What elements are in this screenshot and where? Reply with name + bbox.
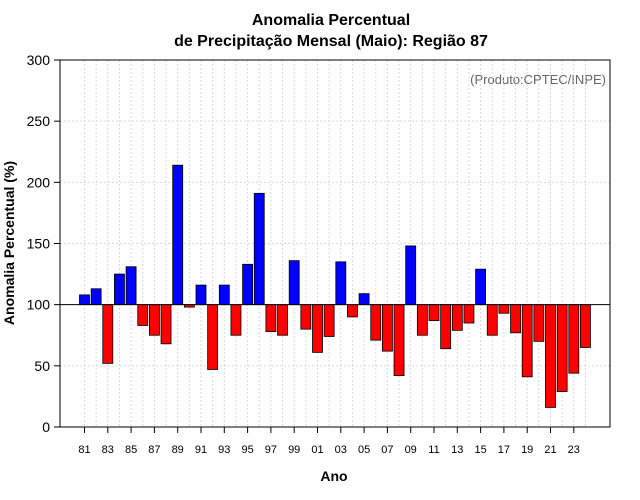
bar-08 <box>393 304 405 377</box>
x-tick-label: 81 <box>78 444 90 456</box>
y-tick-label: 200 <box>27 174 51 190</box>
bar-83 <box>102 304 114 364</box>
bar-04 <box>347 304 358 318</box>
x-tick-label: 01 <box>311 444 323 456</box>
chart-title-line1: Anomalia Percentual <box>252 12 410 29</box>
bar-13 <box>451 304 463 331</box>
bar-18 <box>510 304 521 334</box>
x-tick-label: 15 <box>474 444 486 456</box>
x-tick-label: 89 <box>172 444 184 456</box>
y-tick-label: 100 <box>27 297 51 313</box>
bar-89 <box>172 164 184 306</box>
x-tick-label: 97 <box>265 444 277 456</box>
y-tick-label: 250 <box>27 113 51 129</box>
x-tick-label: 87 <box>148 444 160 456</box>
bar-20 <box>533 304 545 342</box>
source-annotation: (Produto:CPTEC/INPE) <box>470 72 606 87</box>
x-tick-label: 11 <box>428 444 439 456</box>
bar-07 <box>381 304 393 352</box>
y-tick-label: 150 <box>27 236 51 252</box>
x-tick-label: 21 <box>544 444 556 456</box>
x-tick-label: 03 <box>335 444 347 456</box>
bar-84 <box>114 273 125 306</box>
bar-95 <box>242 263 254 306</box>
x-tick-label: 93 <box>218 444 230 456</box>
bar-88 <box>160 304 172 345</box>
x-axis-label: Ano <box>320 468 347 484</box>
x-tick-label: 99 <box>288 444 300 456</box>
bar-23 <box>568 304 580 374</box>
bar-10 <box>416 304 428 336</box>
bar-09 <box>405 245 417 306</box>
bar-00 <box>300 304 312 330</box>
bar-21 <box>545 304 556 408</box>
x-tick-label: 95 <box>241 444 253 456</box>
x-tick-label: 13 <box>451 444 463 456</box>
bar-93 <box>218 284 230 306</box>
x-tick-label: 07 <box>381 444 393 456</box>
bar-19 <box>521 304 533 378</box>
bar-02 <box>323 304 335 337</box>
bar-97 <box>265 304 277 332</box>
x-tick-label: 85 <box>125 444 137 456</box>
bar-96 <box>253 192 265 306</box>
bar-17 <box>498 304 510 314</box>
x-tick-label: 23 <box>568 444 580 456</box>
bar-86 <box>137 304 149 326</box>
bar-81 <box>79 294 90 306</box>
y-tick-label: 300 <box>27 52 51 68</box>
x-tick-label: 09 <box>405 444 417 456</box>
bar-01 <box>312 304 323 353</box>
y-tick-label: 50 <box>34 358 50 374</box>
bar-24 <box>580 304 591 348</box>
bar-14 <box>463 304 475 324</box>
bar-92 <box>207 304 219 370</box>
bar-16 <box>486 304 498 336</box>
bar-85 <box>125 266 137 306</box>
bar-06 <box>370 304 382 341</box>
bars-group <box>79 164 591 408</box>
bar-87 <box>148 304 160 336</box>
x-tick-label: 19 <box>521 444 533 456</box>
chart-title-line2: de Precipitação Mensal (Maio): Região 87 <box>174 33 488 50</box>
bar-22 <box>556 304 568 392</box>
x-tick-label: 91 <box>195 444 207 456</box>
bar-94 <box>230 304 242 336</box>
bar-11 <box>428 304 440 321</box>
bar-82 <box>90 288 102 306</box>
x-tick-label: 17 <box>498 444 510 456</box>
bar-15 <box>475 268 487 306</box>
y-tick-label: 0 <box>42 419 50 435</box>
bar-05 <box>358 293 370 306</box>
bar-98 <box>277 304 288 336</box>
bar-91 <box>195 284 207 306</box>
y-axis-label: Anomalia Percentual (%) <box>1 161 17 325</box>
bar-03 <box>335 261 347 306</box>
x-tick-label: 83 <box>102 444 114 456</box>
bar-99 <box>288 260 300 306</box>
bar-12 <box>440 304 452 350</box>
x-tick-label: 05 <box>358 444 370 456</box>
